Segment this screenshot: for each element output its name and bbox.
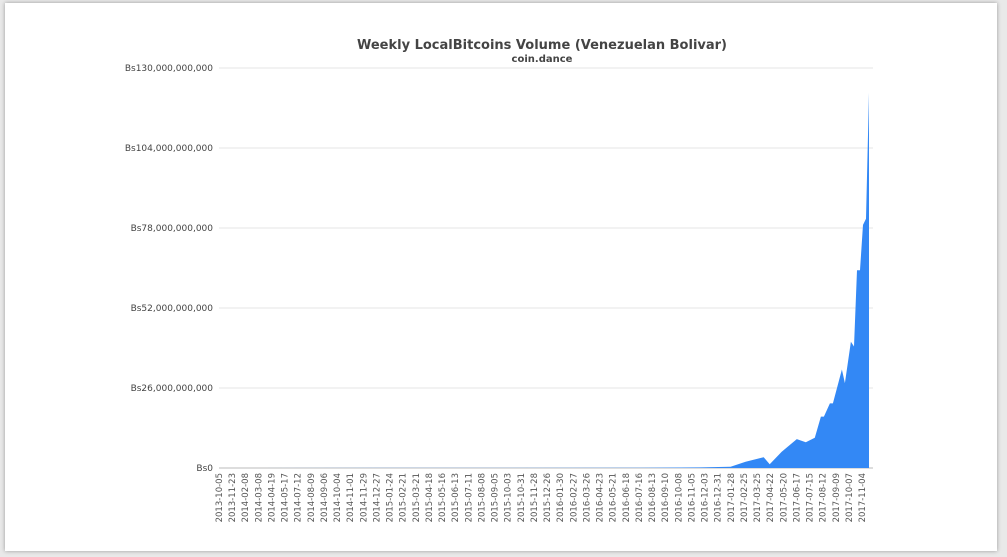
area-chart: Weekly LocalBitcoins Volume (Venezuelan … [125, 38, 873, 522]
chart-subtitle: coin.dance [512, 54, 573, 65]
x-tick-label: 2017-06-17 [792, 473, 802, 522]
x-tick-label: 2017-09-09 [832, 473, 842, 522]
x-tick-label: 2017-03-25 [753, 473, 763, 522]
x-tick-label: 2016-09-10 [661, 473, 671, 522]
x-tick-label: 2017-04-22 [766, 473, 776, 522]
x-tick-label: 2015-12-26 [543, 473, 553, 522]
x-tick-label: 2014-07-12 [294, 473, 304, 522]
chart-card: Weekly LocalBitcoins Volume (Venezuelan … [5, 3, 997, 551]
x-tick-label: 2015-06-13 [451, 473, 461, 522]
x-tick-label: 2015-08-08 [477, 473, 487, 522]
x-tick-label: 2016-02-27 [569, 473, 579, 522]
y-tick-label: Bs78,000,000,000 [131, 224, 214, 234]
x-tick-label: 2017-08-12 [819, 473, 829, 522]
x-tick-label: 2015-02-21 [399, 473, 409, 522]
x-tick-label: 2016-12-31 [714, 473, 724, 522]
volume-area [219, 92, 869, 468]
x-tick-label: 2014-12-27 [372, 473, 382, 522]
x-tick-label: 2014-03-08 [254, 473, 264, 522]
x-tick-label: 2016-10-08 [674, 473, 684, 522]
x-tick-label: 2014-05-17 [281, 473, 291, 522]
x-tick-label: 2014-10-04 [333, 473, 343, 522]
x-tick-label: 2016-03-26 [582, 473, 592, 522]
x-tick-label: 2015-04-18 [425, 473, 435, 522]
x-tick-label: 2015-01-24 [386, 473, 396, 522]
x-tick-label: 2014-04-19 [267, 473, 277, 522]
y-tick-label: Bs130,000,000,000 [125, 64, 213, 74]
x-tick-label: 2015-10-31 [517, 473, 527, 522]
x-tick-label: 2016-12-03 [701, 473, 711, 522]
x-tick-label: 2016-04-23 [596, 473, 606, 522]
x-tick-label: 2016-07-16 [635, 473, 645, 522]
x-tick-label: 2017-07-15 [806, 473, 816, 522]
x-tick-label: 2013-10-05 [215, 473, 225, 522]
x-tick-label: 2016-08-13 [648, 473, 658, 522]
x-tick-label: 2016-11-05 [687, 473, 697, 522]
x-tick-label: 2015-11-28 [530, 473, 540, 522]
x-tick-label: 2016-05-21 [609, 473, 619, 522]
chart-title: Weekly LocalBitcoins Volume (Venezuelan … [357, 38, 727, 53]
x-tick-label: 2013-11-23 [228, 473, 238, 522]
x-tick-label: 2014-11-01 [346, 473, 356, 522]
x-tick-label: 2015-05-16 [438, 473, 448, 522]
x-tick-label: 2017-01-28 [727, 473, 737, 522]
x-tick-label: 2016-06-18 [622, 473, 632, 522]
x-tick-label: 2014-09-06 [320, 473, 330, 522]
y-tick-label: Bs0 [196, 464, 213, 474]
x-tick-label: 2015-10-03 [504, 473, 514, 522]
x-tick-label: 2016-01-30 [556, 473, 566, 522]
y-tick-label: Bs26,000,000,000 [131, 384, 214, 394]
x-tick-label: 2015-03-21 [412, 473, 422, 522]
x-tick-label: 2015-09-05 [491, 473, 501, 522]
x-tick-label: 2017-05-20 [779, 473, 789, 522]
y-tick-label: Bs104,000,000,000 [125, 144, 213, 154]
x-tick-label: 2015-07-11 [464, 473, 474, 522]
x-tick-label: 2017-11-04 [858, 473, 868, 522]
x-tick-label: 2014-08-09 [307, 473, 317, 522]
x-tick-label: 2014-02-08 [241, 473, 251, 522]
x-tick-label: 2017-02-25 [740, 473, 750, 522]
x-tick-label: 2017-10-07 [845, 473, 855, 522]
y-tick-label: Bs52,000,000,000 [131, 304, 214, 314]
x-tick-label: 2014-11-29 [359, 473, 369, 522]
